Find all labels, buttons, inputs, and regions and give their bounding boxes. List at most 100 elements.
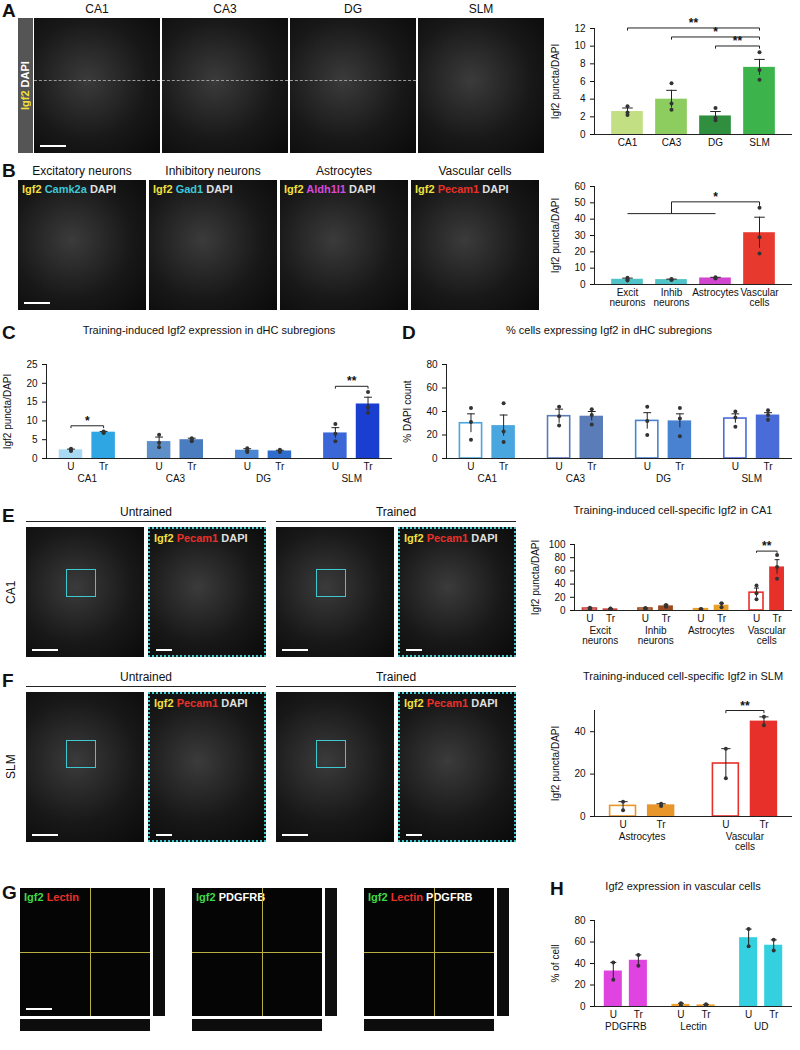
svg-text:4: 4 [580, 93, 586, 104]
svg-text:% of cell: % of cell [550, 945, 561, 983]
svg-text:U: U [332, 461, 339, 472]
svg-text:*: * [713, 190, 718, 204]
svg-text:CA3: CA3 [566, 473, 586, 484]
svg-text:*: * [85, 414, 90, 428]
svg-text:10: 10 [574, 262, 586, 273]
svg-text:0: 0 [560, 605, 566, 616]
svg-text:2: 2 [580, 111, 586, 122]
svg-text:Astrocytes: Astrocytes [688, 625, 735, 636]
svg-text:Vascularcells: Vascularcells [726, 831, 765, 852]
svg-text:U: U [619, 819, 626, 830]
svg-text:Inhibneurons: Inhibneurons [653, 287, 689, 308]
svg-text:**: ** [347, 374, 357, 388]
svg-text:U: U [644, 461, 651, 472]
svg-text:*: * [713, 25, 718, 39]
svg-text:U: U [697, 613, 704, 624]
svg-text:Tr: Tr [701, 1009, 711, 1020]
svg-text:SLM: SLM [749, 137, 770, 148]
svg-text:U: U [244, 461, 251, 472]
svg-text:Vascularcells: Vascularcells [740, 287, 779, 308]
svg-text:20: 20 [426, 429, 438, 440]
svg-text:**: ** [740, 699, 750, 713]
svg-text:0: 0 [580, 811, 586, 822]
svg-text:Tr: Tr [275, 461, 285, 472]
svg-text:Excitneurons: Excitneurons [582, 625, 618, 646]
svg-text:Astrocytes: Astrocytes [692, 287, 739, 298]
svg-text:U: U [467, 461, 474, 472]
svg-text:Tr: Tr [717, 613, 727, 624]
svg-text:15: 15 [26, 396, 38, 407]
svg-text:Tr: Tr [657, 819, 667, 830]
svg-text:100: 100 [549, 539, 566, 550]
svg-text:40: 40 [574, 958, 586, 969]
svg-text:80: 80 [574, 915, 586, 926]
svg-text:Igf2 puncta/DAPI: Igf2 puncta/DAPI [2, 374, 13, 450]
svg-text:Tr: Tr [187, 461, 197, 472]
svg-text:DG: DG [708, 137, 723, 148]
svg-text:U: U [753, 613, 760, 624]
svg-text:Tr: Tr [634, 1009, 644, 1020]
svg-text:U: U [745, 1009, 752, 1020]
svg-text:20: 20 [574, 768, 586, 779]
svg-text:U: U [642, 613, 649, 624]
svg-text:Tr: Tr [675, 461, 685, 472]
svg-text:Tr: Tr [587, 461, 597, 472]
svg-text:Igf2 puncta/DAPI: Igf2 puncta/DAPI [550, 198, 561, 274]
svg-text:DG: DG [256, 473, 271, 484]
svg-text:Igf2 puncta/DAPI: Igf2 puncta/DAPI [550, 726, 561, 802]
svg-text:CA3: CA3 [662, 137, 682, 148]
svg-text:**: ** [689, 16, 699, 30]
svg-text:Igf2 puncta/DAPI: Igf2 puncta/DAPI [530, 540, 541, 616]
svg-text:Tr: Tr [99, 461, 109, 472]
svg-text:U: U [677, 1009, 684, 1020]
svg-text:Igf2 puncta/DAPI: Igf2 puncta/DAPI [550, 44, 561, 120]
svg-text:U: U [586, 613, 593, 624]
svg-text:20: 20 [554, 592, 566, 603]
svg-text:20: 20 [26, 378, 38, 389]
svg-text:8: 8 [580, 58, 586, 69]
svg-text:60: 60 [574, 936, 586, 947]
svg-text:50: 50 [574, 197, 586, 208]
svg-text:**: ** [762, 539, 772, 553]
svg-text:CA1: CA1 [478, 473, 498, 484]
svg-text:60: 60 [554, 565, 566, 576]
svg-text:0: 0 [580, 129, 586, 140]
svg-text:**: ** [733, 34, 743, 48]
svg-text:10: 10 [26, 415, 38, 426]
svg-text:0: 0 [432, 453, 438, 464]
svg-text:U: U [610, 1009, 617, 1020]
svg-text:0: 0 [32, 453, 38, 464]
svg-text:60: 60 [426, 382, 438, 393]
svg-text:5: 5 [32, 434, 38, 445]
svg-text:Tr: Tr [763, 461, 773, 472]
svg-text:% DAPI count: % DAPI count [402, 380, 413, 442]
svg-text:20: 20 [574, 979, 586, 990]
svg-text:U: U [67, 461, 74, 472]
svg-text:Tr: Tr [759, 819, 769, 830]
svg-text:40: 40 [426, 406, 438, 417]
svg-text:SLM: SLM [741, 473, 762, 484]
svg-text:Inhibneurons: Inhibneurons [638, 625, 674, 646]
svg-text:Tr: Tr [773, 613, 783, 624]
svg-text:6: 6 [580, 76, 586, 87]
svg-text:U: U [732, 461, 739, 472]
svg-text:U: U [155, 461, 162, 472]
svg-text:Tr: Tr [769, 1009, 779, 1020]
svg-text:U: U [722, 819, 729, 830]
svg-text:60: 60 [574, 181, 586, 192]
svg-text:40: 40 [574, 213, 586, 224]
svg-text:Astrocytes: Astrocytes [619, 831, 666, 842]
svg-text:Tr: Tr [606, 613, 616, 624]
svg-text:10: 10 [574, 40, 586, 51]
svg-text:SLM: SLM [341, 473, 362, 484]
svg-text:Lectin: Lectin [680, 1021, 707, 1032]
svg-text:30: 30 [574, 230, 586, 241]
svg-text:0: 0 [580, 279, 586, 290]
svg-text:40: 40 [554, 578, 566, 589]
svg-text:0: 0 [580, 1001, 586, 1012]
svg-text:CA1: CA1 [78, 473, 98, 484]
svg-text:80: 80 [426, 359, 438, 370]
svg-text:12: 12 [574, 23, 586, 34]
svg-text:U: U [555, 461, 562, 472]
svg-text:CA3: CA3 [166, 473, 186, 484]
